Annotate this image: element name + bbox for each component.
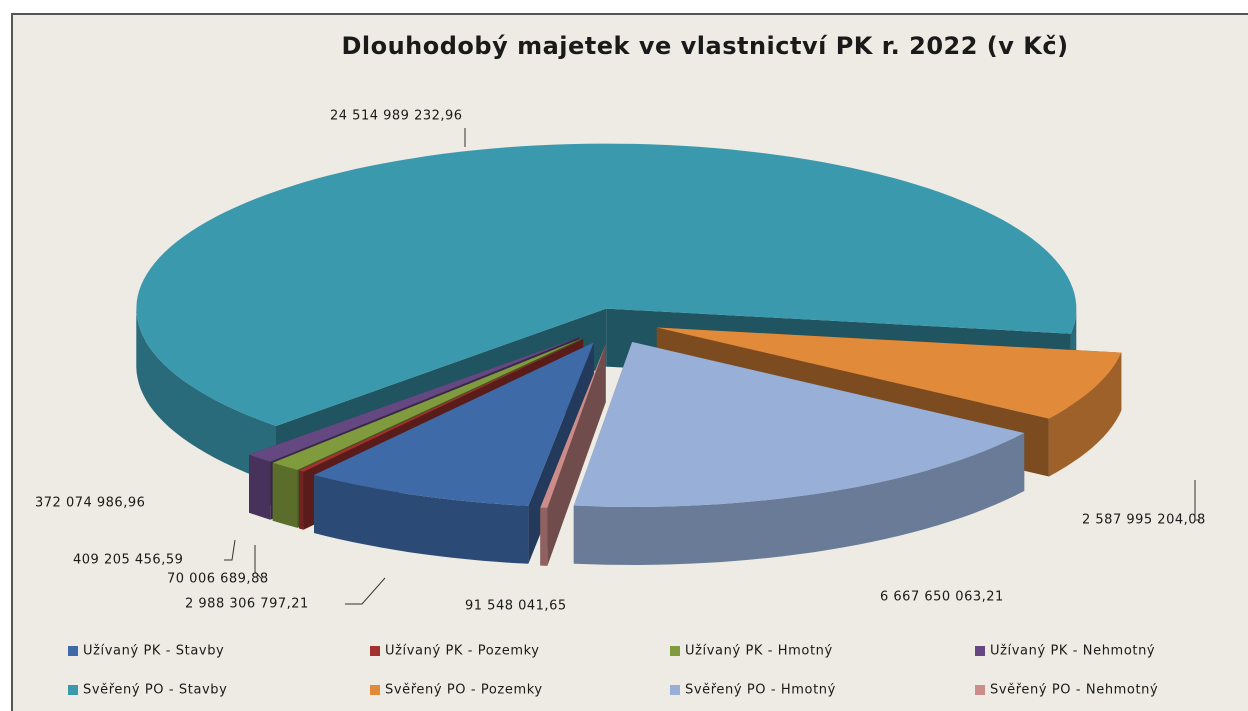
slice-top [299, 339, 584, 472]
slice-top [272, 338, 582, 470]
data-label: 372 074 986,96 [35, 496, 145, 511]
slice-top [656, 327, 1122, 419]
data-label: 70 006 689,88 [167, 572, 269, 587]
legend-swatch [975, 646, 985, 656]
slice-outer-wall [540, 507, 548, 566]
leader-line [254, 545, 263, 580]
legend-label: Svěřený PO - Hmotný [685, 683, 836, 698]
legend-label: Užívaný PK - Stavby [83, 644, 224, 659]
chart-title: Dlouhodobý majetek ve vlastnictví PK r. … [341, 32, 1068, 60]
legend-label: Užívaný PK - Nehmotný [990, 644, 1155, 659]
pie-slice [573, 342, 1025, 565]
slice-cut-face [540, 344, 606, 566]
legend-swatch [670, 646, 680, 656]
slice-top [249, 337, 580, 462]
slice-top [540, 344, 606, 508]
legend-label: Užívaný PK - Pozemky [385, 644, 540, 659]
data-label: 24 514 989 232,96 [330, 109, 463, 124]
legend-swatch [975, 685, 985, 695]
slice-outer-wall [1048, 352, 1122, 477]
slice-outer-wall [573, 433, 1025, 565]
leader-line [224, 539, 236, 561]
legend-label: Užívaný PK - Hmotný [685, 644, 833, 659]
data-label: 91 548 041,65 [465, 599, 567, 614]
legend-label: Svěřený PO - Stavby [83, 683, 227, 698]
legend-swatch [68, 685, 78, 695]
pie-slice [314, 342, 594, 564]
data-label: 6 667 650 063,21 [880, 590, 1004, 605]
slice-top [136, 143, 1077, 426]
slice-outer-wall [299, 470, 304, 530]
slice-top [573, 342, 1025, 507]
legend-swatch [370, 646, 380, 656]
legend-swatch [670, 685, 680, 695]
slice-outer-wall [136, 308, 276, 484]
pie-slice [540, 344, 606, 566]
slice-outer-wall [249, 454, 271, 520]
slice-outer-wall [272, 462, 298, 528]
legend-label: Svěřený PO - Nehmotný [990, 683, 1158, 698]
legend-label: Svěřený PO - Pozemky [385, 683, 543, 698]
slice-outer-wall [314, 475, 529, 564]
pie [136, 143, 1122, 566]
data-label: 2 988 306 797,21 [185, 597, 309, 612]
leader-line [345, 577, 386, 605]
slice-top [314, 342, 594, 506]
legend-swatch [68, 646, 78, 656]
leader-line [1194, 480, 1200, 521]
legend-swatch [370, 685, 380, 695]
data-label: 409 205 456,59 [73, 553, 183, 568]
data-label: 2 587 995 204,08 [1082, 513, 1206, 528]
